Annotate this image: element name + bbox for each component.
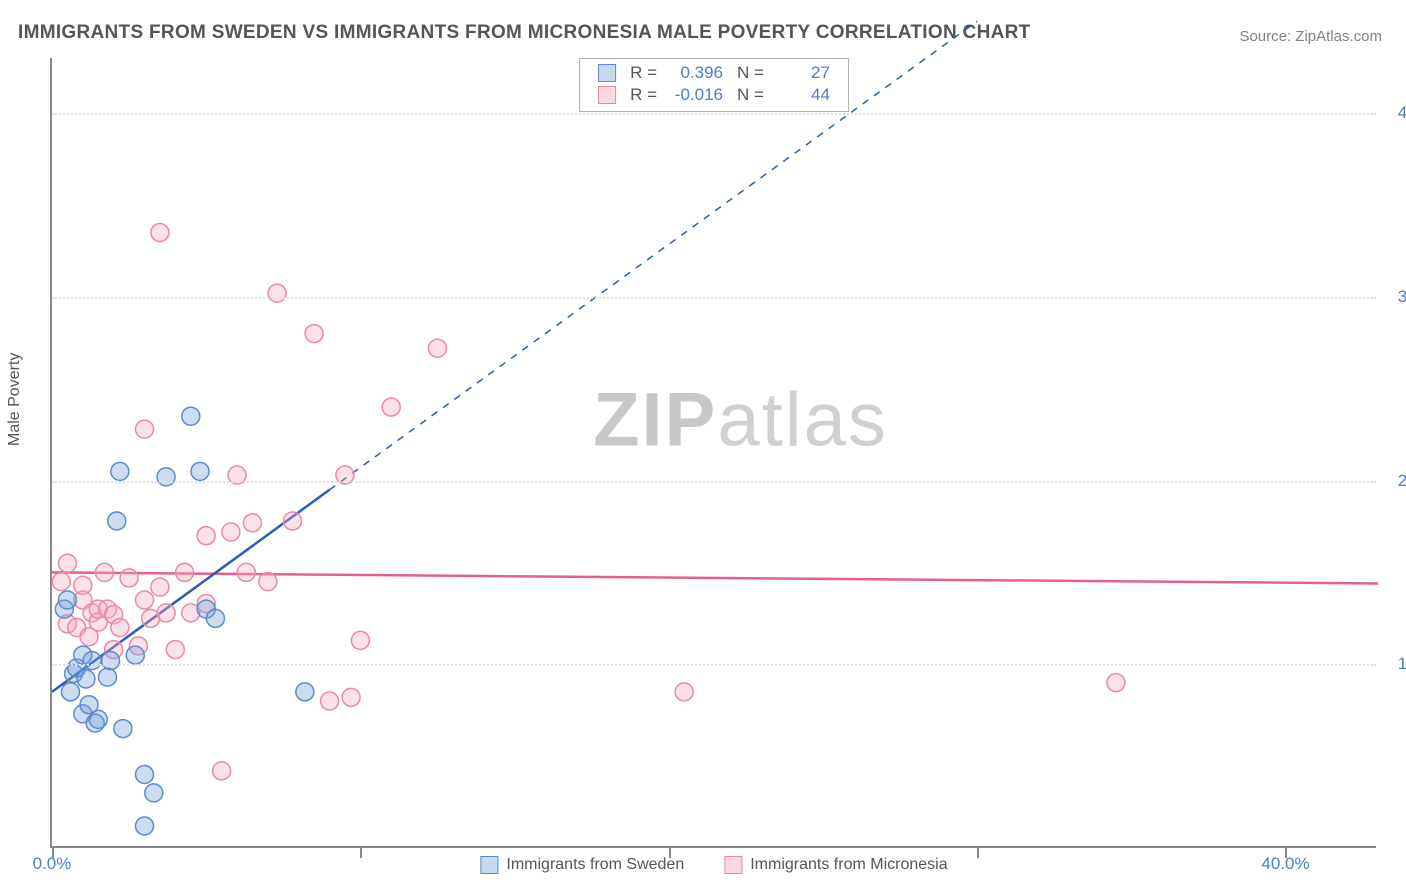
plot-svg	[52, 58, 1376, 846]
x-tick	[360, 848, 362, 858]
chart-container: IMMIGRANTS FROM SWEDEN VS IMMIGRANTS FRO…	[0, 0, 1406, 892]
gridline-h	[52, 113, 1376, 115]
stats-r-micronesia: -0.016	[671, 85, 723, 105]
plot-area: ZIPatlas R = 0.396 N = 27 R = -0.016 N =…	[50, 58, 1376, 848]
stats-n-micronesia: 44	[778, 85, 830, 105]
stats-n-label: N =	[737, 63, 764, 83]
gridline-h	[52, 481, 1376, 483]
stats-swatch-micronesia	[598, 86, 616, 104]
legend: Immigrants from Sweden Immigrants from M…	[480, 856, 947, 874]
legend-item-sweden: Immigrants from Sweden	[480, 856, 684, 874]
x-tick	[669, 848, 671, 858]
stats-r-label: R =	[630, 63, 657, 83]
legend-label-sweden: Immigrants from Sweden	[506, 856, 684, 874]
source-attribution: Source: ZipAtlas.com	[1239, 28, 1382, 45]
stats-r-sweden: 0.396	[671, 63, 723, 83]
x-tick-label: 40.0%	[1261, 854, 1309, 874]
gridline-h	[52, 297, 1376, 299]
stats-r-label-2: R =	[630, 85, 657, 105]
legend-swatch-micronesia	[724, 856, 742, 874]
x-tick	[977, 848, 979, 858]
y-tick-label: 40.0%	[1398, 103, 1406, 123]
gridline-h	[52, 664, 1376, 666]
legend-label-micronesia: Immigrants from Micronesia	[750, 856, 947, 874]
y-tick-label: 10.0%	[1398, 654, 1406, 674]
stats-swatch-sweden	[598, 64, 616, 82]
y-tick-label: 30.0%	[1398, 287, 1406, 307]
legend-item-micronesia: Immigrants from Micronesia	[724, 856, 947, 874]
x-tick-label: 0.0%	[33, 854, 72, 874]
y-axis-label: Male Poverty	[6, 353, 24, 446]
y-tick-label: 20.0%	[1398, 471, 1406, 491]
stats-row-series2: R = -0.016 N = 44	[598, 85, 830, 105]
correlation-stats-box: R = 0.396 N = 27 R = -0.016 N = 44	[579, 58, 849, 112]
chart-title: IMMIGRANTS FROM SWEDEN VS IMMIGRANTS FRO…	[18, 22, 1031, 44]
stats-row-series1: R = 0.396 N = 27	[598, 63, 830, 83]
stats-n-sweden: 27	[778, 63, 830, 83]
stats-n-label-2: N =	[737, 85, 764, 105]
legend-swatch-sweden	[480, 856, 498, 874]
